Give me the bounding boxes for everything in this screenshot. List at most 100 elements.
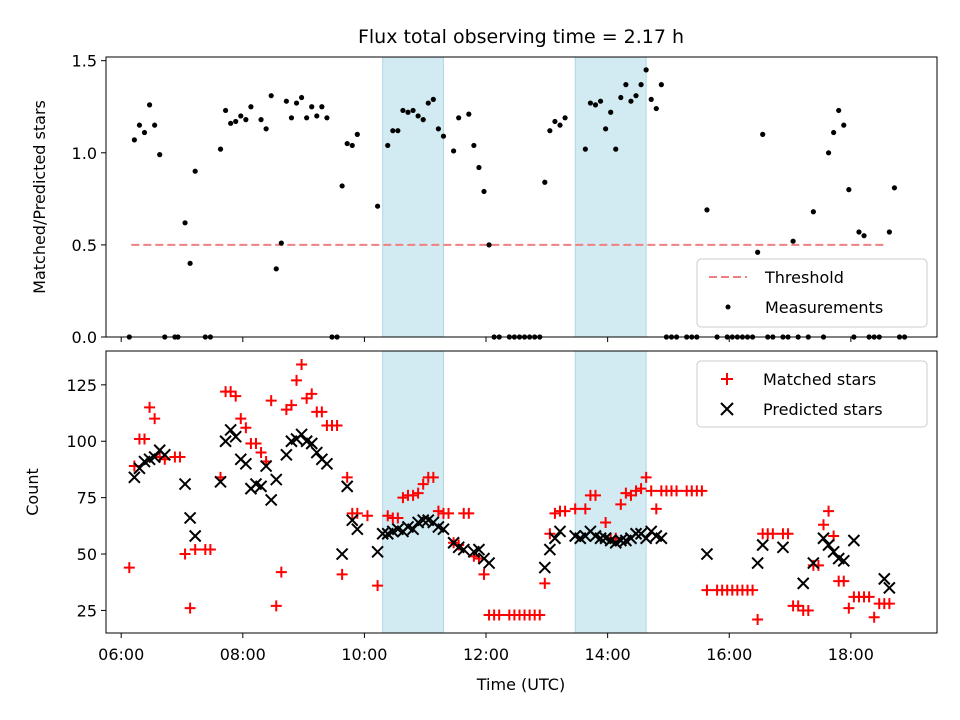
measurement-point bbox=[638, 82, 644, 88]
bottom-y-tick-label: 50 bbox=[77, 545, 97, 564]
bottom-y-tick-label: 100 bbox=[66, 432, 97, 451]
measurement-point bbox=[339, 183, 345, 189]
measurement-point bbox=[314, 113, 320, 119]
top-legend-box bbox=[696, 258, 928, 328]
measurement-point bbox=[354, 131, 360, 137]
bottom-y-axis-label: Count bbox=[23, 468, 42, 516]
measurement-point bbox=[146, 102, 153, 108]
predicted-star-point bbox=[406, 523, 420, 536]
matched-star-point bbox=[179, 548, 191, 560]
measurement-point bbox=[435, 126, 441, 132]
measurement-point bbox=[243, 117, 249, 123]
matched-star-point bbox=[868, 611, 880, 623]
measurement-point bbox=[430, 96, 436, 102]
measurement-point bbox=[309, 104, 315, 110]
predicted-star-point bbox=[756, 538, 769, 552]
matched-star-point bbox=[640, 471, 652, 483]
matched-star-point bbox=[534, 609, 546, 621]
measurement-point bbox=[298, 94, 305, 101]
measurement-point bbox=[395, 128, 401, 134]
predicted-star-point bbox=[776, 541, 790, 554]
shaded-interval bbox=[574, 56, 647, 338]
measurement-point bbox=[440, 133, 447, 139]
matched-star-point bbox=[331, 419, 343, 431]
predicted-star-point bbox=[416, 513, 430, 527]
measurement-point bbox=[233, 118, 239, 125]
measurement-point bbox=[658, 82, 664, 88]
bottom-x-tick-label: 18:00 bbox=[828, 645, 874, 664]
matched-star-point bbox=[270, 600, 282, 612]
predicted-star-point bbox=[376, 527, 389, 540]
measurement-point bbox=[856, 229, 862, 235]
bottom-x-tick-label: 14:00 bbox=[585, 645, 631, 664]
measurement-point bbox=[886, 229, 892, 235]
matched-star-point bbox=[615, 498, 627, 510]
matched-star-point bbox=[493, 609, 505, 621]
predicted-star-point bbox=[229, 430, 242, 443]
predicted-star-point bbox=[822, 538, 835, 552]
matched-star-point bbox=[174, 451, 186, 463]
predicted-star-point bbox=[148, 450, 161, 464]
measurement-point bbox=[831, 129, 837, 136]
predicted-star-point bbox=[335, 547, 349, 561]
measurement-point bbox=[405, 109, 411, 115]
matched-star-point bbox=[306, 388, 318, 400]
matched-star-point bbox=[336, 568, 348, 580]
bottom-x-tick-label: 10:00 bbox=[341, 645, 387, 664]
measurement-point bbox=[217, 146, 224, 152]
matched-star-point bbox=[817, 519, 829, 531]
predicted-star-point bbox=[295, 428, 308, 441]
measurement-point bbox=[283, 98, 289, 104]
top-shaded-intervals bbox=[382, 56, 647, 338]
top-x-ticks bbox=[120, 337, 852, 342]
measurement-point bbox=[456, 115, 462, 121]
matched-star-point bbox=[589, 489, 601, 501]
matched-star-point bbox=[752, 613, 764, 625]
predicted-star-point bbox=[340, 480, 354, 493]
bottom-y-tick-label: 75 bbox=[77, 489, 97, 508]
predicted-stars-points bbox=[128, 423, 896, 595]
measurement-point bbox=[157, 152, 163, 158]
predicted-star-point bbox=[351, 523, 364, 536]
matched-star-point bbox=[549, 507, 561, 519]
measurement-point bbox=[643, 67, 649, 73]
measurement-point bbox=[324, 115, 330, 121]
matched-star-point bbox=[701, 584, 713, 596]
matched-star-point bbox=[341, 471, 353, 483]
matched-star-point bbox=[275, 566, 287, 578]
top-legend: Threshold Measurements bbox=[696, 258, 928, 328]
matched-star-point bbox=[579, 503, 591, 515]
matched-star-point bbox=[671, 485, 683, 497]
matched-star-point bbox=[189, 544, 201, 556]
matched-star-point bbox=[407, 489, 419, 501]
predicted-star-point bbox=[883, 581, 896, 595]
measurement-point bbox=[228, 120, 234, 126]
matched-star-point bbox=[372, 580, 384, 592]
bottom-x-ticks: 06:00 08:00 10:00 12:00 14:00 16:00 18:00 bbox=[98, 633, 874, 664]
matched-star-point bbox=[635, 483, 647, 495]
measurement-point bbox=[385, 142, 391, 149]
matched-star-point bbox=[747, 584, 759, 596]
top-y-ticks: 0.0 0.5 1.0 1.5 bbox=[72, 52, 106, 347]
measurement-point bbox=[248, 104, 254, 110]
predicted-star-point bbox=[128, 471, 141, 484]
matched-star-point bbox=[230, 390, 242, 402]
matched-star-point bbox=[696, 485, 708, 497]
predicted-star-point bbox=[751, 556, 764, 570]
matched-star-point bbox=[265, 395, 277, 407]
matched-star-point bbox=[144, 401, 156, 413]
measurement-point bbox=[136, 122, 143, 128]
measurement-point bbox=[542, 179, 548, 185]
bottom-x-axis-label: Time (UTC) bbox=[476, 675, 565, 694]
measurement-point bbox=[486, 242, 492, 248]
measurement-point bbox=[278, 240, 284, 246]
matched-star-point bbox=[600, 516, 612, 528]
measurement-point bbox=[628, 98, 634, 104]
measurement-point bbox=[192, 168, 198, 174]
bottom-legend-box bbox=[696, 360, 928, 428]
measurement-point bbox=[238, 113, 244, 119]
bottom-x-tick-label: 08:00 bbox=[220, 645, 266, 664]
matched-star-point bbox=[139, 433, 151, 445]
measurement-point bbox=[755, 249, 761, 255]
bottom-y-tick-label: 25 bbox=[77, 601, 97, 620]
